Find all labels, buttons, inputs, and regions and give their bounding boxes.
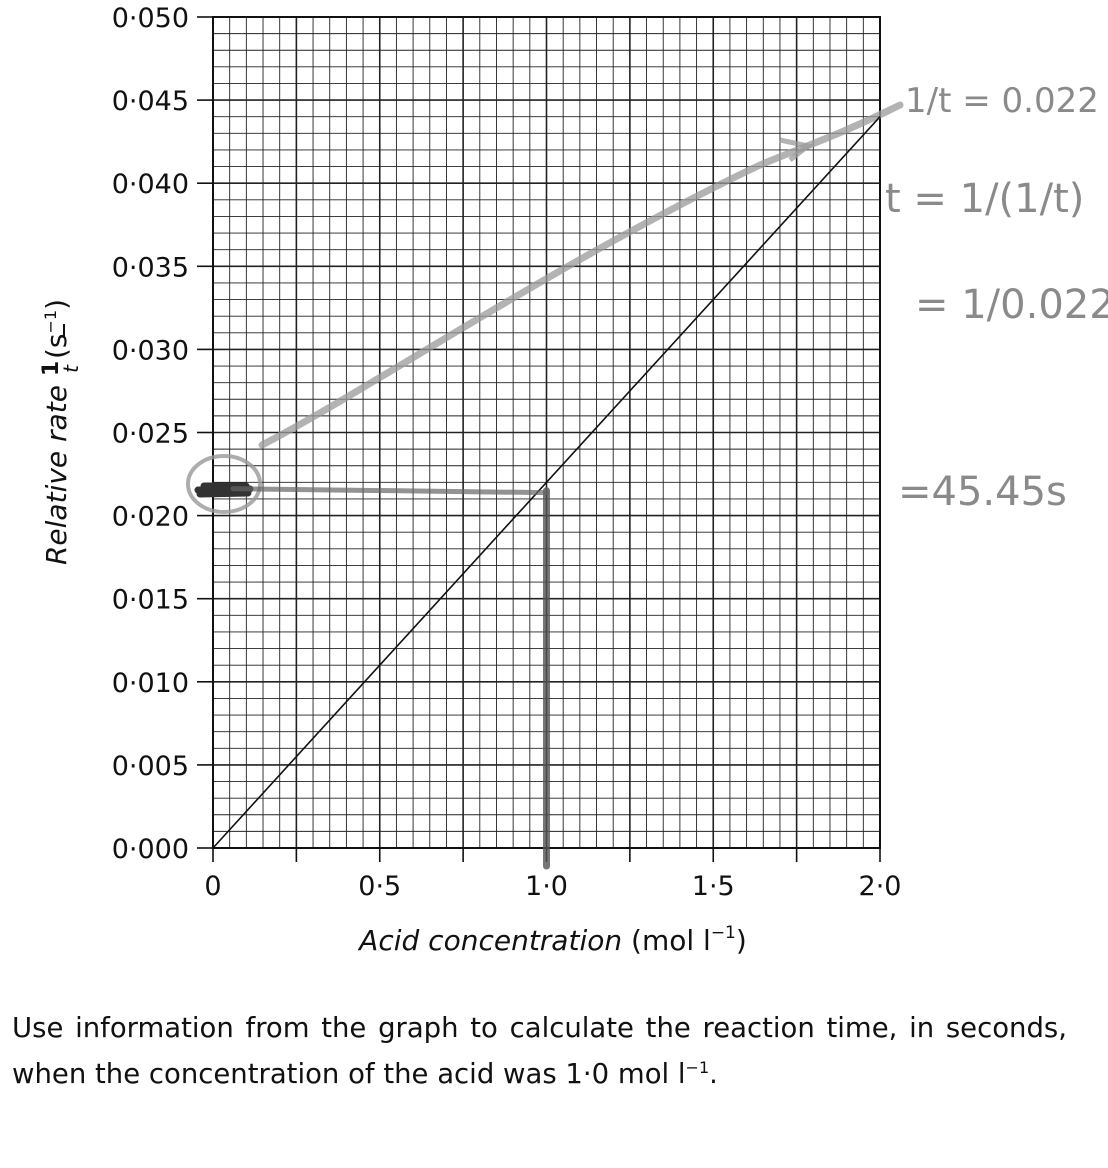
y-tick-label: 0·015	[112, 585, 189, 616]
y-tick-label: 0·025	[112, 419, 189, 450]
x-tick-label: 0·5	[358, 871, 401, 902]
svg-text:Relative rate 1t(s−1): Relative rate 1t(s−1)	[39, 299, 83, 565]
y-tick-label: 0·050	[112, 3, 189, 34]
y-tick-label: 0·045	[112, 86, 189, 117]
hand-note-line-2: t = 1/(1/t)	[885, 176, 1084, 222]
hand-note-line-4: =45.45s	[898, 469, 1067, 515]
series-line	[212, 116, 881, 849]
hand-note-line-1: 1/t = 0.022	[905, 81, 1099, 121]
y-tick-label: 0·010	[112, 668, 189, 699]
pencil-arrowhead	[779, 137, 814, 162]
data-layer	[212, 116, 881, 870]
y-tick-label: 0·035	[112, 252, 189, 283]
y-tick-label: 0·020	[112, 502, 189, 533]
x-tick-label: 0	[204, 871, 221, 902]
tick-labels: 0·000 0·005 0·010 0·015 0·020 0·025 0·030 0·035…	[112, 3, 902, 902]
pencil-circle	[186, 454, 262, 514]
y-tick-label: 0·040	[112, 169, 189, 200]
x-tick-label: 2·0	[859, 871, 902, 902]
axis-ticks	[197, 16, 881, 862]
x-tick-label: 1·0	[525, 871, 568, 902]
hand-note-line-3: = 1/0.022	[915, 282, 1108, 328]
y-tick-label: 0·030	[112, 335, 189, 366]
pencil-annotations: 1/t = 0.022 t = 1/(1/t) = 1/0.022 =45.45…	[186, 81, 1108, 515]
y-tick-label: 0·000	[112, 834, 189, 865]
y-axis-label: Relative rate 1t(s−1)	[39, 299, 83, 565]
x-axis-label: Acid concentration (mol l−1)	[357, 923, 747, 957]
x-tick-label: 1·5	[692, 871, 735, 902]
y-tick-label: 0·005	[112, 751, 189, 782]
chart: 0·000 0·005 0·010 0·015 0·020 0·025 0·030 0·035…	[39, 3, 1108, 957]
pencil-horizontal-reading-line	[230, 486, 549, 496]
question-text: Use information from the graph to calcul…	[12, 1012, 1067, 1091]
pencil-arrow-line	[258, 101, 904, 449]
